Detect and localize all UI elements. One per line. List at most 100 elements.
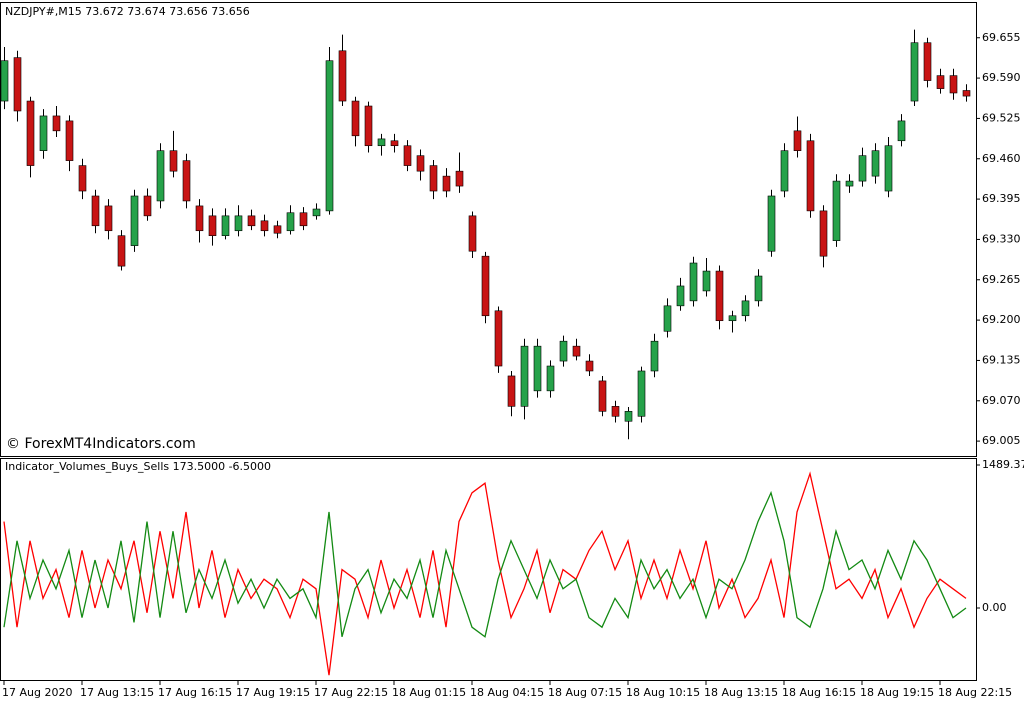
y-tick-label: 69.330 <box>982 232 1021 245</box>
candle-body <box>390 140 399 147</box>
candle-body <box>364 105 373 147</box>
candle-body <box>819 210 828 257</box>
y-tick-label: 69.200 <box>982 313 1021 326</box>
candle-body <box>377 138 386 147</box>
candle-body <box>143 195 152 217</box>
candle-body <box>910 42 919 102</box>
candle-body <box>741 300 750 317</box>
candle-body <box>845 180 854 187</box>
indicator-line <box>3 490 967 638</box>
symbol-header: NZDJPY#,M15 73.672 73.674 73.656 73.656 <box>5 5 250 18</box>
candle-body <box>208 215 217 237</box>
watermark: © ForexMT4Indicators.com <box>6 436 196 452</box>
candle-body <box>104 205 113 232</box>
candle-body <box>234 215 243 232</box>
candle-body <box>780 150 789 192</box>
candle-body <box>260 220 269 232</box>
x-tick-label: 17 Aug 2020 <box>2 686 72 699</box>
x-tick-label: 17 Aug 22:15 <box>314 686 388 699</box>
candle-body <box>78 165 87 192</box>
candle-body <box>689 262 698 302</box>
indicator-line <box>3 471 967 676</box>
candle-body <box>767 195 776 252</box>
y-tick-label: 69.005 <box>982 434 1021 447</box>
candle-body <box>416 155 425 172</box>
x-tick-label: 18 Aug 16:15 <box>782 686 856 699</box>
x-tick-label: 17 Aug 16:15 <box>158 686 232 699</box>
candle-body <box>637 370 646 417</box>
candle-body <box>442 175 451 192</box>
candle-body <box>39 115 48 151</box>
candle-body <box>52 115 61 132</box>
candle-body <box>559 340 568 362</box>
candle-body <box>650 340 659 372</box>
candle-body <box>546 365 555 392</box>
candle-body <box>871 150 880 177</box>
candle-body <box>273 225 282 234</box>
candle-body <box>13 57 22 112</box>
candle-body <box>936 75 945 89</box>
candle-body <box>169 150 178 172</box>
x-tick-label: 18 Aug 04:15 <box>470 686 544 699</box>
candle-body <box>455 170 464 187</box>
indicator-title: Indicator_Volumes_Buys_Sells 173.5000 -6… <box>5 460 271 473</box>
candle-body <box>585 360 594 372</box>
candle-body <box>624 411 633 422</box>
candle-body <box>507 375 516 407</box>
candle-body <box>312 208 321 217</box>
candle-body <box>533 345 542 392</box>
candle-body <box>923 42 932 81</box>
candle-body <box>611 406 620 417</box>
candle-body <box>325 60 334 212</box>
candle-body <box>221 215 230 237</box>
candle-body <box>494 310 503 367</box>
candle-body <box>117 235 126 267</box>
candle-body <box>572 345 581 357</box>
candle-body <box>429 165 438 192</box>
candle-body <box>247 215 256 227</box>
x-tick-label: 17 Aug 13:15 <box>80 686 154 699</box>
candle-body <box>676 285 685 307</box>
candle-body <box>793 130 802 151</box>
candle-body <box>520 345 529 407</box>
candle-body <box>403 145 412 166</box>
candle-body <box>715 270 724 322</box>
x-tick-label: 17 Aug 19:15 <box>236 686 310 699</box>
candle-body <box>884 145 893 192</box>
candle-body <box>130 195 139 246</box>
candle-body <box>182 160 191 202</box>
candle-body <box>832 180 841 241</box>
y-tick-label: 69.590 <box>982 71 1021 84</box>
candle-body <box>702 270 711 292</box>
candle-body <box>0 60 9 102</box>
candle-body <box>481 255 490 317</box>
x-tick-label: 18 Aug 07:15 <box>548 686 622 699</box>
candle-body <box>338 50 347 102</box>
y-tick-label: 69.655 <box>982 31 1021 44</box>
y-tick-label: 69.265 <box>982 273 1021 286</box>
y-tick-label: 69.070 <box>982 394 1021 407</box>
candle-body <box>156 150 165 202</box>
candle-body <box>351 100 360 137</box>
candle-body <box>65 120 74 161</box>
y-tick-label: 1489.375 <box>982 458 1024 471</box>
candle-body <box>286 212 295 232</box>
y-tick-label: 69.395 <box>982 192 1021 205</box>
y-tick-label: 69.525 <box>982 111 1021 124</box>
candle-body <box>806 140 815 212</box>
x-tick-label: 18 Aug 13:15 <box>704 686 778 699</box>
indicator-panel <box>0 458 977 681</box>
candle-body <box>468 215 477 252</box>
x-tick-label: 18 Aug 01:15 <box>392 686 466 699</box>
candle-body <box>598 380 607 412</box>
y-tick-label: 69.135 <box>982 353 1021 366</box>
main-panel <box>0 2 977 457</box>
x-tick-label: 18 Aug 10:15 <box>626 686 700 699</box>
candle-body <box>663 305 672 332</box>
x-tick-label: 18 Aug 19:15 <box>860 686 934 699</box>
candle-body <box>728 315 737 322</box>
candle-body <box>962 90 971 97</box>
candle-body <box>858 155 867 182</box>
candle-body <box>26 100 35 166</box>
